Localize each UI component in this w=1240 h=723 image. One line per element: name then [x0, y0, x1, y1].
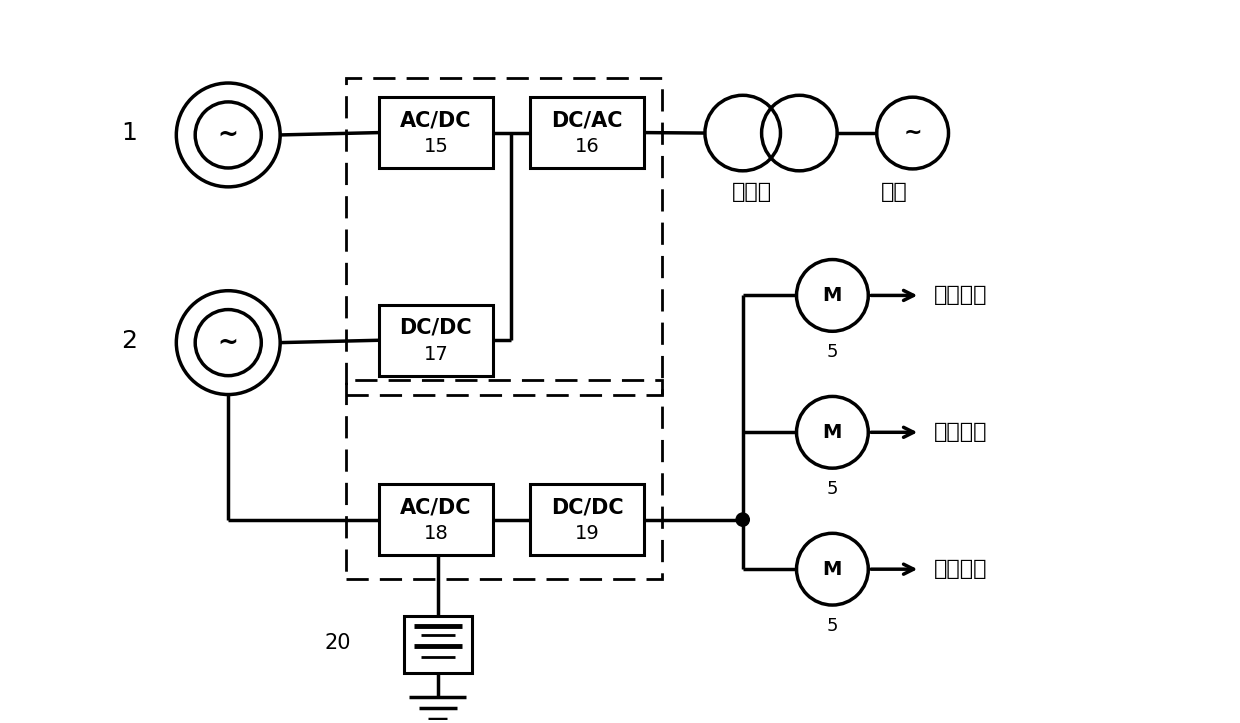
Bar	[531, 97, 644, 168]
Text: 15: 15	[424, 137, 449, 156]
Text: 5: 5	[827, 343, 838, 361]
Text: 20: 20	[325, 633, 351, 653]
Bar	[346, 380, 662, 578]
Text: 电网: 电网	[880, 181, 908, 202]
Bar	[379, 305, 492, 376]
Text: 2: 2	[122, 329, 138, 353]
Text: 5: 5	[827, 480, 838, 498]
Circle shape	[737, 513, 749, 526]
Text: 桨矩调节: 桨矩调节	[935, 559, 988, 579]
Text: 17: 17	[424, 345, 449, 364]
Text: ~: ~	[218, 330, 238, 354]
Text: DC/DC: DC/DC	[551, 497, 624, 518]
Text: ~: ~	[903, 123, 923, 143]
Text: 桨矩调节: 桨矩调节	[935, 286, 988, 305]
Bar	[379, 97, 492, 168]
Bar	[379, 484, 492, 555]
Text: DC/AC: DC/AC	[552, 111, 622, 130]
Text: 16: 16	[574, 137, 599, 156]
Text: AC/DC: AC/DC	[401, 497, 471, 518]
Bar	[346, 78, 662, 395]
Text: DC/DC: DC/DC	[399, 318, 472, 338]
Text: AC/DC: AC/DC	[401, 111, 471, 130]
Text: 18: 18	[424, 524, 449, 543]
Bar	[404, 617, 471, 673]
Text: M: M	[822, 286, 842, 305]
Text: 变压器: 变压器	[732, 181, 773, 202]
Text: 1: 1	[122, 121, 138, 145]
Text: M: M	[822, 560, 842, 578]
Text: 19: 19	[574, 524, 599, 543]
Text: M: M	[822, 423, 842, 442]
Text: ~: ~	[218, 123, 238, 147]
Text: 5: 5	[827, 617, 838, 635]
Text: 桨矩调节: 桨矩调节	[935, 422, 988, 442]
Bar	[531, 484, 644, 555]
